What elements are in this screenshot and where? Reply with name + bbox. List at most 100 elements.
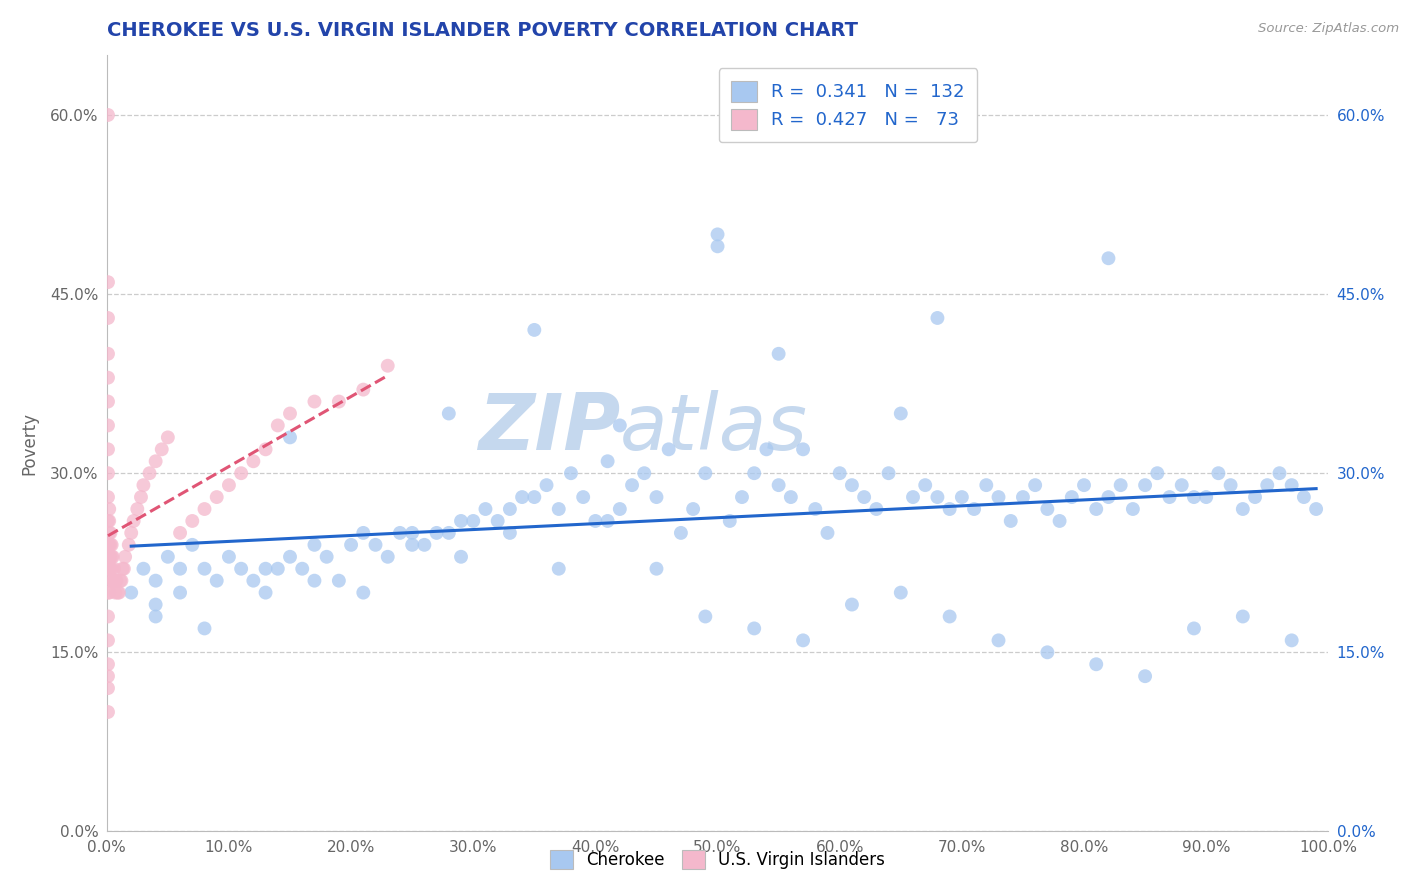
Point: [97, 562, 120, 576]
Point: [231, 466, 253, 480]
Point: [97, 681, 120, 695]
Point: [890, 585, 912, 599]
Point: [304, 574, 326, 588]
Y-axis label: Poverty: Poverty: [21, 412, 39, 475]
Point: [1159, 490, 1181, 504]
Point: [181, 514, 204, 528]
Point: [100, 549, 122, 564]
Point: [254, 442, 277, 457]
Point: [328, 394, 350, 409]
Point: [877, 466, 900, 480]
Point: [853, 490, 876, 504]
Point: [118, 538, 141, 552]
Point: [138, 466, 160, 480]
Point: [127, 502, 149, 516]
Point: [742, 466, 765, 480]
Point: [987, 633, 1010, 648]
Point: [1256, 478, 1278, 492]
Point: [486, 514, 509, 528]
Point: [927, 490, 949, 504]
Point: [352, 525, 374, 540]
Point: [523, 490, 546, 504]
Point: [718, 514, 741, 528]
Point: [304, 538, 326, 552]
Point: [499, 502, 522, 516]
Point: [828, 466, 851, 480]
Point: [914, 478, 936, 492]
Point: [242, 574, 264, 588]
Point: [742, 622, 765, 636]
Point: [193, 502, 215, 516]
Point: [98, 538, 121, 552]
Point: [97, 669, 120, 683]
Point: [633, 466, 655, 480]
Point: [98, 514, 121, 528]
Point: [103, 562, 125, 576]
Point: [145, 574, 167, 588]
Point: [938, 502, 960, 516]
Point: [1219, 478, 1241, 492]
Point: [278, 407, 301, 421]
Point: [437, 407, 460, 421]
Point: [572, 490, 595, 504]
Point: [621, 478, 644, 492]
Point: [278, 430, 301, 444]
Point: [98, 525, 121, 540]
Point: [181, 538, 204, 552]
Point: [98, 502, 121, 516]
Point: [865, 502, 887, 516]
Point: [987, 490, 1010, 504]
Point: [1073, 478, 1095, 492]
Point: [1146, 466, 1168, 480]
Point: [1208, 466, 1230, 480]
Point: [145, 609, 167, 624]
Point: [1133, 669, 1156, 683]
Point: [1024, 478, 1046, 492]
Point: [104, 574, 127, 588]
Point: [768, 347, 790, 361]
Point: [755, 442, 778, 457]
Point: [120, 525, 142, 540]
Point: [1281, 633, 1303, 648]
Point: [1085, 657, 1108, 672]
Point: [114, 549, 136, 564]
Point: [583, 514, 606, 528]
Point: [328, 574, 350, 588]
Point: [103, 574, 125, 588]
Point: [413, 538, 436, 552]
Point: [100, 562, 122, 576]
Point: [104, 585, 127, 599]
Point: [1036, 645, 1059, 659]
Point: [304, 394, 326, 409]
Point: [267, 562, 290, 576]
Point: [97, 657, 120, 672]
Point: [817, 525, 839, 540]
Point: [841, 598, 863, 612]
Point: [254, 585, 277, 599]
Point: [150, 442, 173, 457]
Point: [547, 502, 569, 516]
Point: [132, 562, 155, 576]
Point: [1049, 514, 1071, 528]
Point: [97, 705, 120, 719]
Point: [645, 562, 668, 576]
Point: [112, 562, 135, 576]
Point: [132, 478, 155, 492]
Point: [695, 609, 717, 624]
Point: [97, 490, 120, 504]
Point: [950, 490, 973, 504]
Text: atlas: atlas: [620, 390, 807, 466]
Point: [426, 525, 449, 540]
Point: [107, 585, 129, 599]
Point: [98, 574, 121, 588]
Point: [105, 574, 128, 588]
Point: [97, 370, 120, 384]
Point: [1182, 490, 1205, 504]
Point: [97, 514, 120, 528]
Point: [1195, 490, 1218, 504]
Point: [97, 310, 120, 325]
Point: [364, 538, 387, 552]
Point: [1305, 502, 1327, 516]
Point: [609, 418, 631, 433]
Point: [267, 418, 290, 433]
